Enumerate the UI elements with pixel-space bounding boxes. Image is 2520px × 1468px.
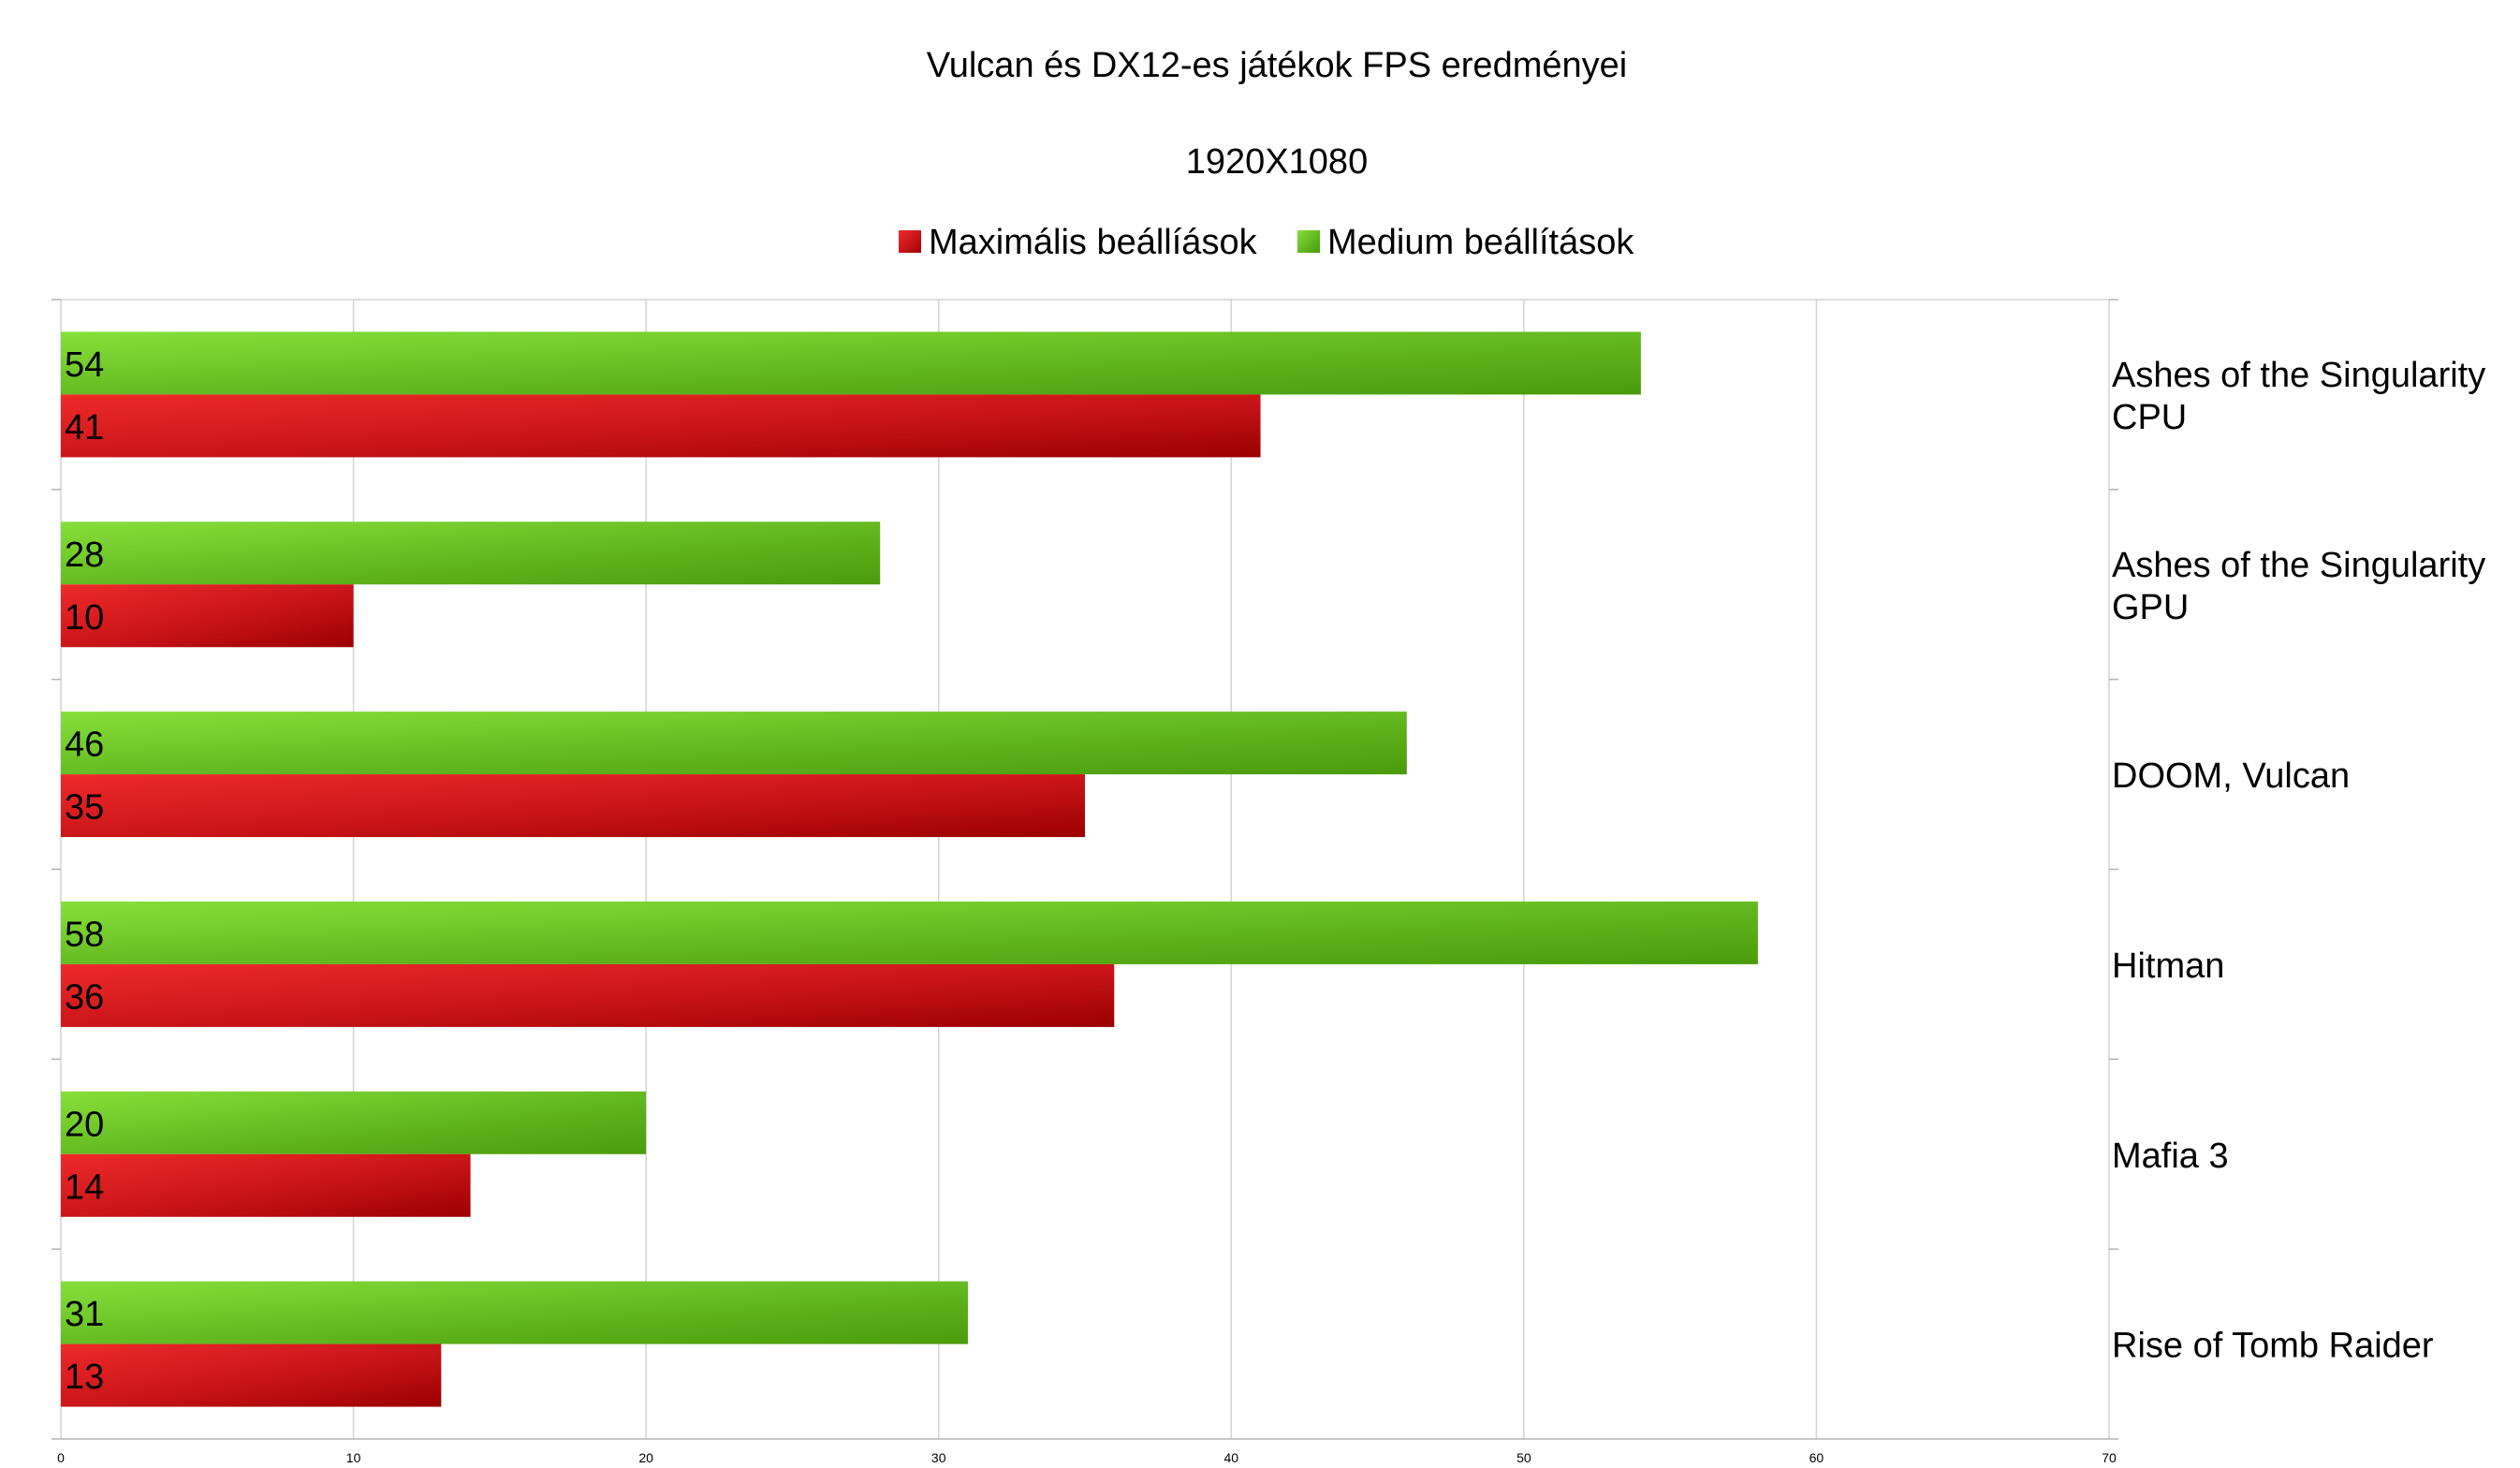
x-tick-label-4: 40 — [1223, 1450, 1238, 1465]
chart-title: Vulcan és DX12-es játékok FPS eredményei — [927, 46, 1627, 85]
category-label-2: DOOM, Vulcan — [2112, 756, 2350, 796]
bar-medium-5 — [61, 1281, 968, 1344]
x-tick-label-7: 70 — [2102, 1450, 2117, 1465]
data-label-max-0: 41 — [65, 408, 104, 448]
x-tick-label-5: 50 — [1516, 1450, 1531, 1465]
bar-max-3 — [61, 963, 1115, 1027]
bar-medium-0 — [61, 331, 1641, 395]
bar-medium-1 — [61, 521, 881, 585]
x-tick-label-6: 60 — [1809, 1450, 1824, 1465]
legend: Maximális beállíások Medium beállítások — [899, 223, 1634, 262]
category-label-1: Ashes of the Singularity — [2112, 546, 2485, 585]
data-label-max-3: 36 — [65, 977, 104, 1017]
data-label-max-4: 14 — [65, 1167, 104, 1207]
data-label-medium-2: 46 — [65, 726, 104, 765]
data-label-max-1: 10 — [65, 598, 104, 638]
x-tick-label-3: 30 — [931, 1450, 946, 1465]
bar-max-2 — [61, 774, 1085, 838]
bar-max-5 — [61, 1343, 442, 1407]
category-label-5: Rise of Tomb Raider — [2112, 1327, 2434, 1366]
category-label-3: Hitman — [2112, 947, 2224, 986]
legend-swatch-0 — [899, 230, 921, 253]
data-label-medium-5: 31 — [65, 1295, 104, 1334]
legend-swatch-1 — [1297, 230, 1320, 253]
data-label-max-5: 13 — [65, 1358, 104, 1397]
category-label-4: Mafia 3 — [2112, 1137, 2229, 1176]
bar-medium-2 — [61, 712, 1407, 775]
x-tick-label-2: 20 — [638, 1450, 653, 1465]
bar-max-0 — [61, 394, 1261, 458]
category-label-0: Ashes of the Singularity — [2112, 356, 2485, 395]
data-label-medium-3: 58 — [65, 915, 104, 954]
data-label-medium-4: 20 — [65, 1105, 104, 1144]
bar-medium-3 — [61, 901, 1758, 964]
chart-subtitle: 1920X1080 — [1186, 142, 1368, 182]
data-label-medium-0: 54 — [65, 345, 104, 385]
data-label-medium-1: 28 — [65, 536, 104, 575]
x-tick-label-0: 0 — [57, 1450, 65, 1465]
x-tick-label-1: 10 — [346, 1450, 361, 1465]
legend-label-1: Medium beállítások — [1327, 223, 1634, 262]
legend-label-0: Maximális beállíások — [929, 223, 1258, 262]
bar-medium-4 — [61, 1091, 647, 1154]
data-label-max-2: 35 — [65, 788, 104, 828]
category-label-0: CPU — [2112, 398, 2187, 437]
bar-max-1 — [61, 584, 354, 648]
bars: 54 41 28 10 46 35 58 36 20 14 31 13 — [61, 331, 1758, 1407]
gridlines — [60, 299, 2110, 1439]
category-label-1: GPU — [2112, 588, 2189, 627]
bar-max-4 — [61, 1153, 471, 1217]
